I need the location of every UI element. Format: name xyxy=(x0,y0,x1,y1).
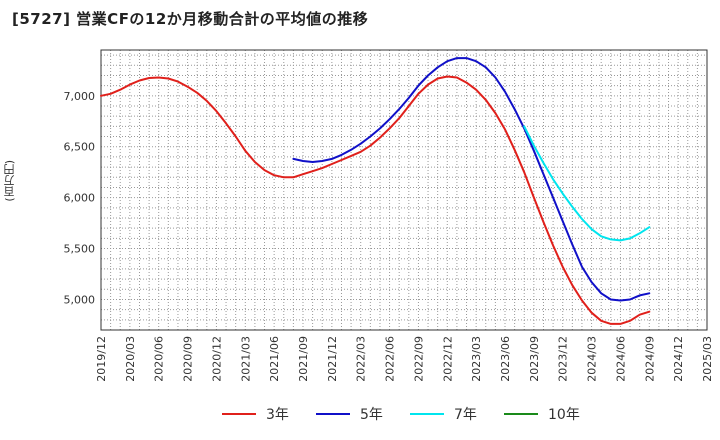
x-tick-label: 2024/06 xyxy=(614,336,627,382)
legend-label: 10年 xyxy=(548,407,580,423)
y-tick-label: 5,000 xyxy=(64,293,96,306)
x-tick-label: 2023/06 xyxy=(499,336,512,382)
x-tick-label: 2022/09 xyxy=(412,336,425,382)
legend-label: 3年 xyxy=(266,407,289,423)
x-tick-label: 2024/12 xyxy=(672,336,685,382)
x-tick-label: 2024/09 xyxy=(643,336,656,382)
legend-label: 7年 xyxy=(454,407,477,423)
x-tick-label: 2022/03 xyxy=(355,336,368,382)
x-tick-label: 2021/06 xyxy=(268,336,281,382)
y-tick-label: 5,500 xyxy=(64,243,96,256)
x-tick-label: 2020/09 xyxy=(182,336,195,382)
x-tick-label: 2021/12 xyxy=(326,336,339,382)
legend-label: 5年 xyxy=(360,407,383,423)
legend-swatch xyxy=(504,413,538,415)
x-tick-label: 2023/09 xyxy=(528,336,541,382)
x-tick-label: 2021/03 xyxy=(239,336,252,382)
series-line xyxy=(292,57,651,302)
y-tick-label: 6,000 xyxy=(64,192,96,205)
x-tick-label: 2021/09 xyxy=(297,336,310,382)
series-line xyxy=(523,125,651,242)
x-tick-label: 2025/03 xyxy=(701,336,714,382)
y-tick-label: 6,500 xyxy=(64,141,96,154)
legend-item: 10年 xyxy=(504,402,580,426)
y-tick-label: 7,000 xyxy=(64,90,96,103)
x-tick-label: 2020/06 xyxy=(153,336,166,382)
legend-swatch xyxy=(316,413,350,415)
legend-item: 3年 xyxy=(222,402,289,426)
x-tick-label: 2024/03 xyxy=(586,336,599,382)
plot-frame xyxy=(100,49,708,331)
legend-item: 7年 xyxy=(410,402,477,426)
x-tick-label: 2023/03 xyxy=(470,336,483,382)
x-tick-label: 2020/12 xyxy=(210,336,223,382)
x-tick-label: 2022/06 xyxy=(384,336,397,382)
x-tick-label: 2022/12 xyxy=(441,336,454,382)
legend-item: 5年 xyxy=(316,402,383,426)
series-line xyxy=(100,75,651,325)
x-tick-label: 2023/12 xyxy=(557,336,570,382)
chart-title: [5727] 営業CFの12か月移動合計の平均値の推移 xyxy=(12,10,369,28)
legend-swatch xyxy=(222,413,256,415)
x-tick-label: 2020/03 xyxy=(124,336,137,382)
legend-swatch xyxy=(410,413,444,415)
x-tick-label: 2019/12 xyxy=(95,336,108,382)
legend: 3年 5年 7年 10年 xyxy=(0,402,720,426)
